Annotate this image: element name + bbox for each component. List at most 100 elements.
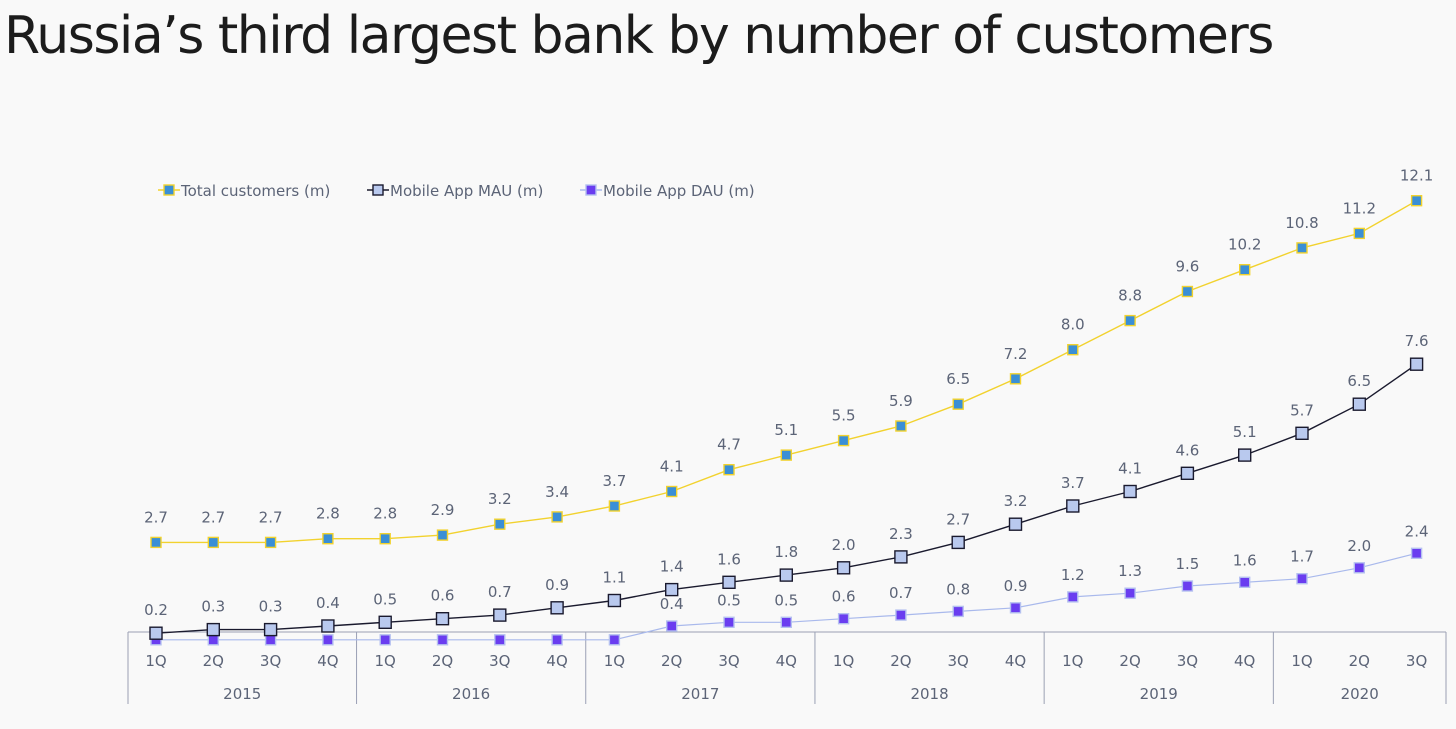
mau-legend-label: Mobile App MAU (m) [390, 182, 543, 200]
tick-label: 1Q [604, 652, 625, 670]
total-marker [895, 420, 907, 432]
page-title: Russia’s third largest bank by number of… [4, 6, 1274, 66]
total-data-label: 9.6 [1175, 258, 1199, 276]
total-marker [837, 434, 850, 447]
mau-marker [378, 615, 392, 629]
total-marker [1296, 242, 1308, 254]
tick-label: 1Q [1062, 652, 1083, 670]
tick-label: 2Q [1349, 652, 1370, 670]
dau-marker [1296, 573, 1308, 585]
dau-data-label: 1.5 [1175, 555, 1199, 573]
mau-marker [1008, 517, 1023, 531]
total-marker [322, 533, 334, 545]
total-data-label: 5.9 [889, 392, 913, 410]
year-label: 2019 [1140, 685, 1178, 703]
dau-marker [608, 634, 621, 646]
tick-label: 4Q [776, 652, 797, 670]
mau-data-label: 7.6 [1405, 332, 1429, 350]
year-label: 2020 [1341, 685, 1379, 703]
mau-marker [149, 626, 163, 640]
dau-marker [207, 634, 220, 646]
total-marker [608, 500, 621, 512]
tick-label: 4Q [1234, 652, 1255, 670]
mau-marker [1066, 499, 1080, 513]
mau-marker [493, 608, 507, 622]
dau-marker [379, 634, 391, 646]
total-data-label: 7.2 [1004, 345, 1028, 363]
year-label: 2017 [681, 685, 719, 703]
mau-marker [836, 561, 851, 575]
total-data-label: 2.8 [373, 505, 397, 523]
tick-label: 1Q [375, 652, 396, 670]
total-data-label: 5.1 [774, 421, 798, 439]
mau-data-label: 4.6 [1175, 441, 1199, 459]
dau-marker [1067, 591, 1079, 603]
tick-label: 3Q [718, 652, 739, 670]
mau-data-label: 3.7 [1061, 474, 1085, 492]
mau-marker [665, 582, 679, 597]
tick-label: 2Q [432, 652, 453, 670]
mau-data-label: 0.9 [545, 576, 569, 594]
dau-data-label: 1.3 [1118, 562, 1142, 580]
dau-data-label: 0.5 [774, 591, 798, 609]
tick-label: 4Q [546, 652, 567, 670]
total-legend-marker [163, 184, 175, 196]
dau-data-label: 1.2 [1061, 566, 1085, 584]
tick-label: 2Q [203, 652, 224, 670]
mau-data-label: 1.4 [660, 558, 684, 576]
mau-data-label: 0.2 [144, 601, 168, 619]
total-marker [1009, 373, 1022, 385]
year-label: 2016 [452, 685, 490, 703]
dau-marker [436, 634, 449, 646]
tick-label: 2Q [1119, 652, 1140, 670]
dau-marker [723, 616, 735, 628]
total-marker [666, 485, 678, 498]
mau-marker [1352, 397, 1367, 411]
total-marker [207, 536, 220, 549]
dau-legend-marker [585, 184, 597, 196]
tick-label: 1Q [1291, 652, 1312, 670]
series-markers [149, 194, 1424, 646]
total-marker [780, 449, 792, 461]
total-marker [1067, 344, 1079, 356]
dau-marker [1009, 602, 1022, 614]
total-data-label: 3.4 [545, 483, 569, 501]
mau-marker [951, 535, 965, 550]
total-data-label: 11.2 [1343, 199, 1376, 217]
legend: Total customers (m) Mobile App MAU (m) Mob… [158, 182, 755, 200]
mau-data-label: 6.5 [1347, 372, 1371, 390]
mau-data-label: 3.2 [1004, 492, 1028, 510]
total-marker [264, 536, 277, 549]
tick-label: 3Q [1177, 652, 1198, 670]
mau-data-label: 2.7 [946, 510, 970, 528]
total-data-label: 10.8 [1285, 214, 1318, 232]
mau-marker [321, 619, 335, 633]
dau-marker [551, 634, 563, 646]
year-label: 2015 [223, 685, 261, 703]
mau-marker [1237, 448, 1252, 462]
total-marker [1181, 285, 1194, 298]
mau-data-label: 0.3 [259, 598, 283, 616]
dau-marker [666, 620, 678, 632]
mau-data-label: 2.0 [832, 536, 856, 554]
dau-data-label: 0.8 [946, 580, 970, 598]
dau-marker [322, 634, 334, 646]
total-data-label: 8.8 [1118, 287, 1142, 305]
total-marker [1238, 264, 1251, 276]
mau-legend-marker [372, 184, 384, 196]
mau-data-label: 4.1 [1118, 460, 1142, 478]
total-data-label: 5.5 [832, 407, 856, 425]
tick-label: 2Q [890, 652, 911, 670]
total-data-label: 12.1 [1400, 167, 1433, 185]
total-marker [494, 518, 506, 530]
dau-marker [1124, 587, 1136, 599]
total-data-label: 2.7 [259, 508, 283, 526]
mau-marker [1180, 466, 1195, 480]
mau-data-label: 2.3 [889, 525, 913, 543]
dau-data-label: 1.7 [1290, 548, 1314, 566]
mau-data-label: 0.4 [316, 594, 340, 612]
total-data-label: 10.2 [1228, 236, 1261, 254]
total-marker [1410, 194, 1423, 207]
dau-data-label: 0.5 [717, 591, 741, 609]
